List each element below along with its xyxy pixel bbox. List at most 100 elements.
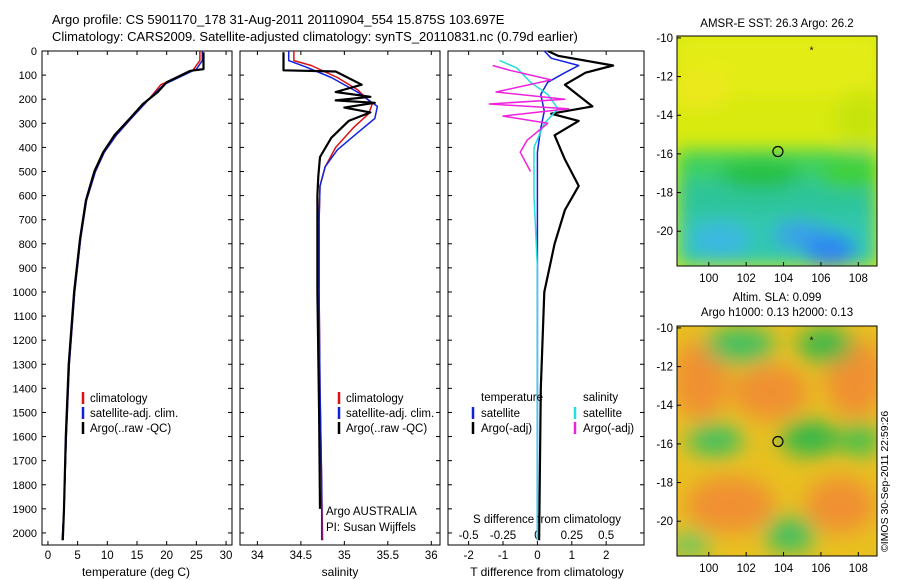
map-x-tick-label: 100 bbox=[699, 563, 718, 575]
difference-panel: -2 -1 0 1 2-0.5 -0.25 0 0.25 0.5 S difference fr… bbox=[447, 50, 645, 579]
temperature-x-ticks: 0 5 10 15 20 25 30 bbox=[42, 50, 233, 562]
sla-map-subtitle: Argo h1000: 0.13 h2000: 0.13 bbox=[701, 307, 853, 319]
map-x-tick-label: 108 bbox=[849, 563, 868, 575]
depth-tick-label: 1900 bbox=[13, 504, 37, 516]
legend-entry: satellite-adj. clim. bbox=[90, 408, 178, 420]
sla-map-panel: Altim. SLA: 0.099 Argo h1000: 0.13 h2000… bbox=[656, 292, 878, 575]
map-y-tick-label: -10 bbox=[656, 323, 673, 335]
legend-entry: Argo(-adj) bbox=[481, 423, 532, 435]
sla-map-ticks: 100 102 104 106 108 -10 -12 -14 -16 -18 -20 bbox=[656, 323, 868, 575]
depth-tick-label: 0 bbox=[31, 46, 37, 58]
depth-tick-label: 1300 bbox=[13, 359, 37, 371]
difference-axes-frame bbox=[447, 50, 645, 546]
s-difference-tick-label: 0.25 bbox=[561, 530, 583, 542]
salinity-x-ticks: 34 34.5 35 35.5 36 bbox=[240, 50, 440, 562]
salinity-x-tick-label: 35.5 bbox=[377, 550, 399, 562]
salinity-series-line bbox=[282, 52, 376, 509]
temperature-x-tick-label: 15 bbox=[131, 550, 144, 562]
sla-map-markers: * bbox=[772, 336, 814, 448]
depth-tick-label: 1200 bbox=[13, 335, 37, 347]
depth-tick-label: 100 bbox=[19, 70, 37, 82]
salinity-lines bbox=[282, 51, 379, 541]
temperature-panel: 0 5 10 15 20 25 30 temperature (deg C) climato… bbox=[41, 50, 233, 579]
temperature-x-tick-label: 30 bbox=[220, 550, 233, 562]
depth-tick-label: 1600 bbox=[13, 432, 37, 444]
difference-series-line bbox=[499, 59, 559, 541]
s-difference-label: S difference from climatology bbox=[473, 514, 621, 526]
legend-entry: climatology bbox=[346, 393, 404, 405]
temperature-x-tick-label: 10 bbox=[101, 550, 114, 562]
temperature-lines bbox=[61, 51, 205, 541]
depth-tick-label: 1700 bbox=[13, 456, 37, 468]
salinity-legend: climatology satellite-adj. clim. Argo(..ra… bbox=[337, 392, 434, 435]
legend-title-temperature: temperature bbox=[481, 392, 543, 404]
salinity-x-tick-label: 34.5 bbox=[290, 550, 312, 562]
t-difference-xlabel: T difference from climatology bbox=[470, 565, 624, 579]
map-y-tick-label: -18 bbox=[656, 478, 673, 490]
depth-tick-label: 1400 bbox=[13, 383, 37, 395]
difference-x-tick-label: -1 bbox=[498, 550, 508, 562]
map-y-tick-label: -20 bbox=[656, 226, 673, 238]
legend-entry: Argo(-adj) bbox=[583, 423, 634, 435]
map-x-tick-label: 104 bbox=[774, 563, 794, 575]
sla-map-frame bbox=[676, 325, 878, 557]
sst-map-ticks: 100 102 104 106 108 -10 -12 -14 -16 -18 -20 bbox=[656, 33, 868, 285]
difference-x-tick-label: 0 bbox=[534, 550, 540, 562]
map-x-tick-label: 102 bbox=[737, 273, 756, 285]
legend-entry: Argo(..raw -QC) bbox=[90, 423, 171, 435]
pi-annotation: PI: Susan Wijffels bbox=[326, 522, 416, 534]
temperature-x-tick-label: 5 bbox=[74, 550, 80, 562]
star-marker: * bbox=[810, 46, 814, 57]
salinity-series-line bbox=[293, 51, 373, 541]
difference-series-line bbox=[536, 51, 580, 541]
map-y-tick-label: -16 bbox=[656, 439, 673, 451]
argo-position-circle bbox=[772, 435, 784, 448]
depth-axis: 0 100 200 300 400 500 600 700 800 900 1000 1100 1200… bbox=[13, 46, 37, 540]
depth-tick-label: 600 bbox=[19, 191, 37, 203]
sla-map-title: Altim. SLA: 0.099 bbox=[733, 292, 822, 304]
difference-x-ticks: -2 -1 0 1 2-0.5 -0.25 0 0.25 0.5 bbox=[448, 50, 644, 562]
figure-title-line1: Argo profile: CS 5901170_178 31-Aug-2011… bbox=[52, 12, 505, 27]
temperature-xlabel: temperature (deg C) bbox=[82, 565, 190, 579]
depth-tick-label: 1100 bbox=[13, 311, 37, 323]
legend-title-salinity: salinity bbox=[583, 392, 618, 404]
salinity-x-tick-label: 35 bbox=[338, 550, 351, 562]
argo-position-circle bbox=[772, 145, 784, 158]
depth-tick-label: 500 bbox=[19, 166, 37, 178]
temperature-axes-frame bbox=[41, 50, 233, 546]
salinity-panel: 34 34.5 35 35.5 36 salinity climatology satel… bbox=[239, 50, 441, 579]
map-x-tick-label: 104 bbox=[774, 273, 794, 285]
difference-series-line bbox=[488, 64, 570, 172]
map-y-tick-label: -14 bbox=[656, 400, 673, 412]
sst-map-markers: * bbox=[772, 46, 814, 158]
salinity-x-tick-label: 34 bbox=[251, 550, 264, 562]
sst-map-panel: AMSR-E SST: 26.3 Argo: 26.2 100 102 104 106… bbox=[656, 18, 878, 285]
salinity-axes-frame bbox=[239, 50, 441, 546]
difference-x-tick-label: -2 bbox=[464, 550, 474, 562]
temperature-series-line bbox=[61, 51, 201, 541]
salinity-xlabel: salinity bbox=[322, 565, 359, 579]
s-difference-tick-label: -0.25 bbox=[490, 530, 516, 542]
temperature-series-line bbox=[61, 52, 205, 541]
figure-title-line2: Climatology: CARS2009. Satellite-adjuste… bbox=[52, 29, 578, 44]
legend-entry: satellite bbox=[583, 408, 622, 420]
depth-tick-label: 700 bbox=[19, 215, 37, 227]
depth-tick-label: 400 bbox=[19, 142, 37, 154]
difference-series-line bbox=[538, 51, 615, 541]
difference-legend: temperature salinity satellite Argo(-adj) sa… bbox=[471, 392, 634, 435]
depth-tick-label: 800 bbox=[19, 239, 37, 251]
depth-tick-label: 1000 bbox=[13, 287, 37, 299]
map-y-tick-label: -18 bbox=[656, 188, 673, 200]
salinity-x-tick-label: 36 bbox=[425, 550, 438, 562]
s-difference-tick-label: -0.5 bbox=[459, 530, 479, 542]
temperature-x-tick-label: 0 bbox=[45, 550, 51, 562]
difference-x-tick-label: 1 bbox=[569, 550, 575, 562]
salinity-series-line bbox=[287, 51, 379, 541]
depth-tick-label: 1800 bbox=[13, 480, 37, 492]
s-difference-tick-label: 0.5 bbox=[598, 530, 614, 542]
map-y-tick-label: -20 bbox=[656, 516, 673, 528]
depth-tick-label: 300 bbox=[19, 118, 37, 130]
sst-heatmap bbox=[677, 36, 877, 266]
map-x-tick-label: 102 bbox=[737, 563, 756, 575]
